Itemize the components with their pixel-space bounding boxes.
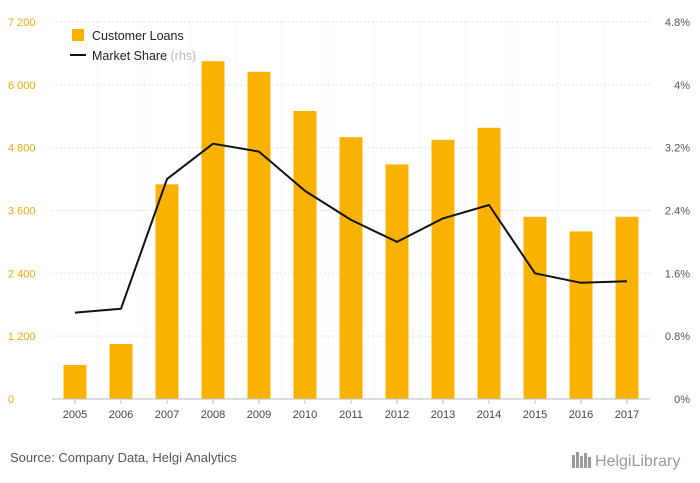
- bar: [247, 71, 271, 400]
- bar: [63, 364, 87, 399]
- y-left-tick-label: 2 400: [8, 268, 36, 280]
- x-tick-label: 2015: [523, 409, 547, 421]
- legend-label-customer-loans: Customer Loans: [92, 29, 184, 43]
- bar: [523, 216, 547, 399]
- x-tick-label: 2008: [201, 409, 225, 421]
- source-note: Source: Company Data, Helgi Analytics: [10, 450, 237, 465]
- x-tick-label: 2010: [293, 409, 317, 421]
- y-left-tick-label: 3 600: [8, 206, 36, 218]
- y-right-tick-label: 3.2%: [665, 143, 690, 155]
- bar: [109, 344, 133, 399]
- bar: [155, 184, 179, 399]
- x-tick-label: 2017: [615, 409, 639, 421]
- bar: [339, 137, 363, 399]
- bars-customer-loans: [63, 61, 639, 400]
- x-tick-label: 2012: [385, 409, 409, 421]
- logo-text: HelgiLibrary: [595, 453, 680, 470]
- legend-label-market-share: Market Share (rhs): [92, 49, 196, 63]
- legend-label-rhs-suffix: (rhs): [171, 49, 197, 63]
- y-right-tick-label: 4%: [674, 80, 690, 92]
- x-tick-label: 2016: [569, 409, 593, 421]
- x-tick-label: 2011: [339, 409, 363, 421]
- series-line: [74, 142, 628, 314]
- axes: 0 1 200 2 400 3 600 4 800 6 000 7 200 0% 0.8% 1.6…: [8, 17, 690, 421]
- y-left-tick-label: 6 000: [8, 80, 36, 92]
- legend: Customer Loans Market Share (rhs): [70, 29, 196, 63]
- y-right-tick-label: 2.4%: [665, 206, 690, 218]
- y-right-tick-label: 0.8%: [665, 331, 690, 343]
- legend-label-market-share-name: Market Share: [92, 49, 171, 63]
- line-market-share: [74, 142, 628, 314]
- grid-lines: [52, 21, 650, 399]
- helgi-library-logo: HelgiLibrary: [572, 452, 680, 470]
- y-left-tick-label: 0: [8, 394, 14, 406]
- x-tick-label: 2009: [247, 409, 271, 421]
- books-icon: [572, 452, 591, 468]
- legend-swatch-customer-loans: [72, 29, 84, 41]
- x-tick-label: 2005: [63, 409, 87, 421]
- x-tick-label: 2007: [155, 409, 179, 421]
- bar: [293, 111, 317, 399]
- bar: [385, 164, 409, 399]
- bar: [615, 216, 639, 399]
- y-right-tick-label: 4.8%: [665, 17, 690, 29]
- x-tick-label: 2013: [431, 409, 455, 421]
- y-right-tick-label: 1.6%: [665, 268, 690, 280]
- y-right-tick-label: 0%: [674, 394, 690, 406]
- y-left-tick-label: 4 800: [8, 143, 36, 155]
- x-tick-label: 2014: [477, 409, 501, 421]
- bar: [201, 61, 225, 399]
- bar: [569, 231, 593, 399]
- x-tick-label: 2006: [109, 409, 133, 421]
- bar: [431, 139, 455, 399]
- bar: [477, 127, 501, 400]
- y-left-tick-label: 1 200: [8, 331, 36, 343]
- y-left-tick-label: 7 200: [8, 17, 36, 29]
